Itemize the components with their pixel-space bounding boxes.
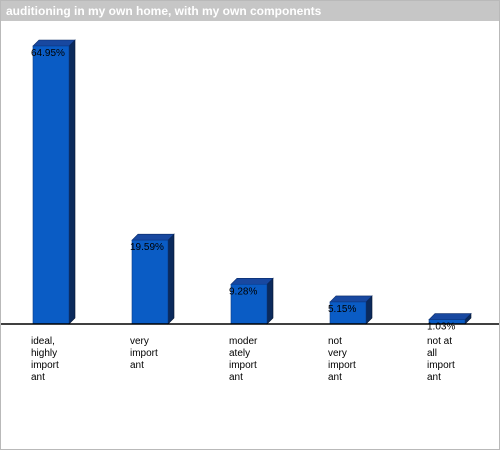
bar-side — [266, 277, 274, 325]
bar-top — [131, 233, 175, 241]
value-label: 19.59% — [130, 242, 164, 253]
value-label: 64.95% — [31, 48, 65, 59]
bar-side — [167, 233, 175, 325]
value-label: 5.15% — [328, 304, 356, 315]
bar — [131, 239, 169, 325]
value-label: 1.03% — [427, 322, 455, 333]
category-label: ideal, highly import ant — [31, 336, 59, 383]
category-label: very import ant — [130, 336, 158, 371]
bar — [230, 283, 268, 325]
value-label: 9.28% — [229, 286, 257, 297]
category-label: not at all import ant — [427, 336, 455, 383]
category-label: moder ately import ant — [229, 336, 258, 383]
chart-title: auditioning in my own home, with my own … — [1, 1, 499, 21]
category-label: not very import ant — [328, 336, 356, 383]
bar-top — [230, 277, 274, 285]
bar-top — [32, 39, 76, 47]
bar-top — [329, 295, 373, 303]
bar — [32, 45, 70, 325]
bar-top — [428, 313, 472, 320]
bar-side — [68, 39, 76, 325]
